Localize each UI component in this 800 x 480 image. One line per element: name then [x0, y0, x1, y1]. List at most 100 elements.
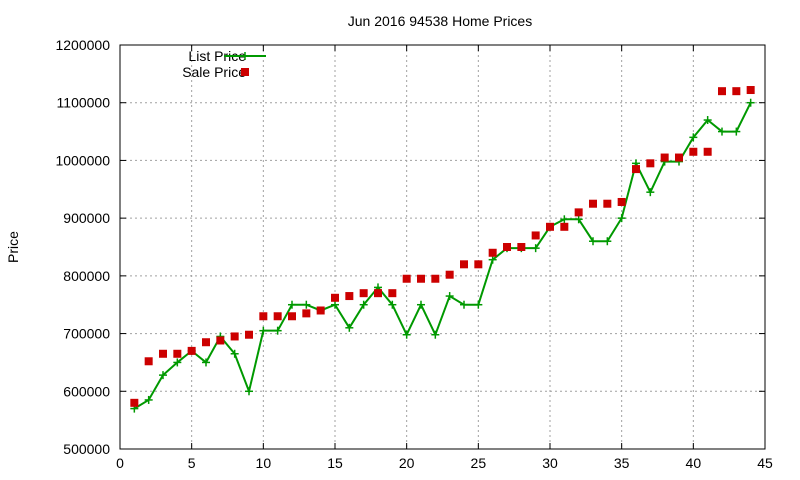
- data-point-square: [202, 338, 210, 347]
- x-tick-label: 20: [399, 455, 415, 471]
- data-point-plus: [531, 244, 540, 253]
- data-point-plus: [488, 255, 497, 264]
- x-tick-label: 10: [256, 455, 272, 471]
- data-point-square: [632, 165, 640, 174]
- data-point-plus: [345, 323, 354, 332]
- data-point-plus: [331, 300, 339, 309]
- data-point-plus: [589, 237, 597, 246]
- x-tick-label: 15: [327, 455, 343, 471]
- data-point-square: [488, 248, 497, 257]
- data-point-square: [144, 357, 153, 366]
- y-tick-label: 700000: [63, 326, 110, 342]
- data-point-plus: [359, 300, 368, 309]
- data-point-square: [402, 274, 411, 283]
- data-point-square: [617, 197, 626, 206]
- axes: 0 5 10 15 20 25 30 35 40 45 500000 600000 700000 8000…: [55, 37, 773, 471]
- series-1: [130, 98, 755, 413]
- data-point-plus: [202, 358, 210, 367]
- data-point-square: [660, 153, 669, 162]
- data-point-square: [288, 312, 296, 321]
- data-point-plus: [388, 300, 397, 309]
- data-point-square: [259, 312, 268, 321]
- data-point-plus: [173, 358, 182, 367]
- legend-label: List Price: [188, 48, 246, 64]
- series-line: [133, 102, 752, 410]
- data-point-square: [675, 153, 683, 162]
- y-tick-label: 1200000: [55, 37, 110, 53]
- data-point-square: [187, 346, 196, 355]
- data-point-plus: [689, 133, 698, 142]
- data-point-plus: [646, 188, 655, 197]
- data-point-square: [646, 159, 655, 168]
- data-point-plus: [560, 215, 569, 224]
- data-point-square: [732, 87, 741, 96]
- series-group: [130, 86, 755, 413]
- data-point-plus: [230, 349, 239, 358]
- data-point-square: [517, 243, 526, 251]
- data-point-plus: [617, 214, 626, 223]
- data-point-square: [560, 222, 569, 231]
- data-point-plus: [732, 127, 741, 136]
- x-tick-label: 0: [116, 455, 124, 471]
- data-point-plus: [245, 387, 253, 396]
- data-point-plus: [718, 127, 726, 136]
- data-point-square: [460, 260, 468, 269]
- data-point-plus: [474, 300, 483, 309]
- data-point-square: [417, 274, 425, 283]
- data-point-plus: [445, 292, 454, 301]
- data-point-plus: [431, 330, 440, 339]
- chart-title: Jun 2016 94538 Home Prices: [348, 13, 532, 29]
- x-tick-label: 40: [686, 455, 702, 471]
- data-point-square: [689, 147, 698, 156]
- data-point-square: [159, 349, 167, 358]
- data-point-plus: [259, 326, 268, 335]
- y-tick-label: 900000: [63, 210, 110, 226]
- data-point-square: [474, 260, 483, 269]
- data-point-square: [445, 270, 454, 279]
- data-point-square: [359, 289, 368, 298]
- data-point-square: [245, 330, 253, 339]
- data-point-plus: [574, 215, 583, 224]
- data-point-square: [173, 349, 182, 358]
- y-tick-label: 500000: [63, 441, 110, 457]
- data-point-square: [302, 309, 311, 318]
- data-point-square: [703, 147, 712, 156]
- data-point-square: [374, 289, 382, 298]
- data-point-square: [130, 398, 139, 407]
- data-point-square: [431, 274, 440, 283]
- data-point-plus: [746, 98, 755, 107]
- data-point-plus: [402, 330, 411, 339]
- gridlines: [120, 45, 765, 449]
- data-point-square: [531, 231, 540, 240]
- data-point-square: [589, 199, 597, 208]
- legend-square-swatch: [241, 68, 249, 76]
- x-tick-label: 45: [757, 455, 773, 471]
- legend-label: Sale Price: [182, 64, 246, 80]
- data-point-plus: [703, 116, 712, 125]
- data-point-plus: [273, 326, 282, 335]
- data-point-square: [316, 306, 325, 315]
- data-point-square: [503, 243, 511, 251]
- x-tick-label: 25: [471, 455, 487, 471]
- y-axis-label: Price: [5, 231, 21, 263]
- data-point-square: [216, 336, 225, 345]
- data-point-plus: [302, 300, 311, 309]
- legend-plus-swatch: [241, 52, 249, 60]
- y-tick-label: 600000: [63, 383, 110, 399]
- x-tick-label: 30: [542, 455, 558, 471]
- y-tick-label: 1100000: [57, 95, 111, 111]
- data-point-square: [746, 86, 755, 95]
- data-point-plus: [144, 395, 153, 404]
- data-point-plus: [603, 237, 612, 246]
- plot-frame: [119, 44, 766, 450]
- x-tick-label: 5: [188, 455, 196, 471]
- x-tick-label: 35: [614, 455, 630, 471]
- data-point-square: [388, 289, 397, 298]
- data-point-square: [546, 222, 554, 231]
- data-point-square: [273, 312, 282, 321]
- data-point-plus: [159, 371, 167, 380]
- data-point-plus: [460, 300, 468, 309]
- y-tick-label: 800000: [63, 268, 110, 284]
